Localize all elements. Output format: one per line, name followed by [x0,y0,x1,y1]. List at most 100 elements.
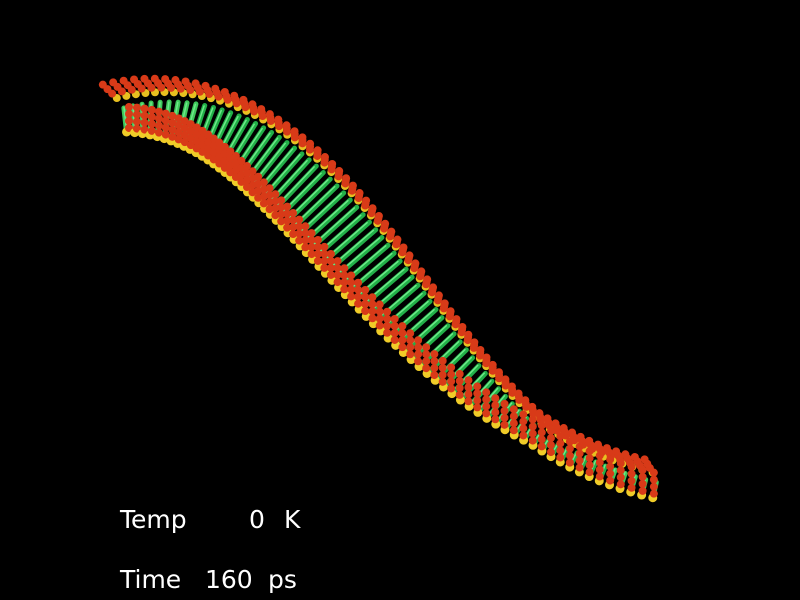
atom [181,77,190,86]
atom [546,441,555,450]
atom [248,100,257,109]
atom [509,419,518,428]
time-unit: ps [268,565,297,594]
atom [414,343,423,352]
atom [509,426,518,435]
atom [154,121,163,130]
atom [606,462,615,471]
atom [254,172,263,181]
atom [333,257,342,266]
atom [488,360,497,369]
atom [464,390,473,399]
atom [414,336,423,345]
atom [289,216,298,225]
atom [638,472,647,481]
atom [140,118,149,127]
atom [585,436,594,445]
atom [482,402,491,411]
atom [576,432,585,441]
atom [390,335,399,344]
atom [354,285,363,294]
atom [519,417,528,426]
atom [313,242,322,251]
atom [204,130,213,139]
atom [140,104,149,113]
atom [537,428,546,437]
atom [282,121,291,130]
atom [473,389,482,398]
atom [237,156,246,165]
atom [147,126,156,135]
atom [535,409,544,418]
atom [638,465,647,474]
atom [640,455,649,464]
atom [242,162,251,171]
atom [348,181,357,190]
atom [381,219,390,228]
temp-label: Temp [119,505,187,534]
atom [422,350,431,359]
atom [556,432,565,441]
atom [326,256,335,265]
atom [354,292,363,301]
atom [180,124,189,133]
atom [132,110,141,119]
atom [509,412,518,421]
atom [201,81,210,90]
atom [161,116,170,125]
atom [186,127,195,136]
atom [333,264,342,273]
atom [333,278,342,287]
atom [447,377,456,386]
atom [398,329,407,338]
atom [209,134,218,143]
atom [361,299,370,308]
atom [602,444,611,453]
atom [438,377,447,386]
atom [124,109,133,118]
atom [313,256,322,265]
atom [295,222,304,231]
atom [340,271,349,280]
atom [150,74,159,83]
atom [289,223,298,232]
atom [455,376,464,385]
atom [612,447,621,456]
atom [546,448,555,457]
atom [180,117,189,126]
atom [368,307,377,316]
atom [500,413,509,422]
atom [422,357,431,366]
atom [124,116,133,125]
atom [295,236,304,245]
atom [192,130,201,139]
atom [335,167,344,176]
atom [575,442,584,451]
atom [528,402,537,411]
atom [174,128,183,137]
atom [500,420,509,429]
atom [390,328,399,337]
atom [537,435,546,444]
atom [132,103,141,112]
atom [265,110,274,119]
atom [161,130,170,139]
atom [328,159,337,168]
backbone-strand [366,274,415,317]
atom [500,399,509,408]
atom [470,338,479,347]
atom [362,196,371,205]
atom [168,125,177,134]
atom [585,454,594,463]
atom [565,451,574,460]
atom [326,263,335,272]
atom [301,243,310,252]
atom [274,115,283,124]
atom [98,80,107,89]
atom [307,236,316,245]
atom [616,466,625,475]
atom [528,429,537,438]
atom [627,469,636,478]
atom [290,127,299,136]
